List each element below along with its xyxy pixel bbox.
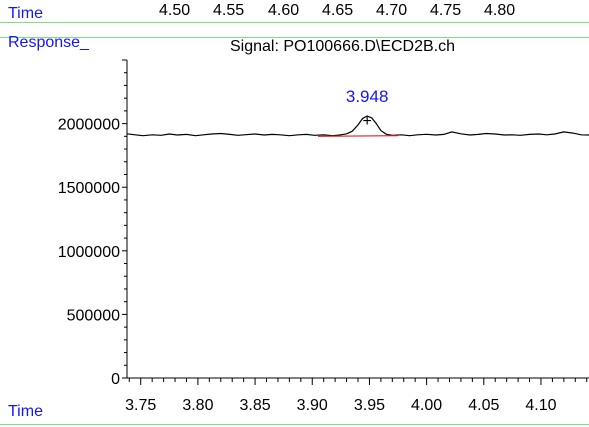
peak-marker: +: [362, 113, 371, 130]
bottom-guide-line: [0, 424, 589, 425]
x-tick-label: 3.80: [182, 397, 213, 414]
signal-title: Signal: PO100666.D\ECD2B.ch: [230, 38, 456, 55]
y-tick-label: 2000000: [58, 117, 120, 134]
header-guide-line: [0, 37, 589, 38]
x-tick-label: 4.00: [411, 397, 442, 414]
top-tick-label: 4.70: [376, 2, 408, 19]
x-tick-label: 3.85: [240, 397, 271, 414]
top-time-label: Time: [8, 5, 43, 22]
x-tick-label: 4.05: [468, 397, 499, 414]
top-tick-label: 4.65: [322, 2, 354, 19]
top-tick-label: 4.75: [430, 2, 462, 19]
top-guide-line: [0, 22, 589, 23]
x-tick-label: 3.90: [297, 397, 328, 414]
y-tick-label: 1000000: [58, 244, 120, 261]
x-tick-label: 4.10: [525, 397, 556, 414]
top-tick-label: 4.80: [484, 2, 516, 19]
integration-baseline: [317, 135, 399, 137]
response-label: Response_: [8, 34, 89, 51]
y-tick-label: 1500000: [58, 180, 120, 197]
top-tick-label: 4.50: [159, 2, 191, 19]
x-tick-label: 3.95: [354, 397, 385, 414]
signal-trace: [126, 115, 589, 137]
y-tick-label: 500000: [67, 307, 120, 324]
bottom-time-label: Time: [8, 403, 43, 420]
top-tick-label: 4.60: [268, 2, 300, 19]
top-tick-label: 4.55: [213, 2, 245, 19]
peak-label: 3.948: [346, 87, 389, 106]
x-tick-label: 3.75: [125, 397, 156, 414]
y-tick-label: 0: [111, 371, 120, 388]
